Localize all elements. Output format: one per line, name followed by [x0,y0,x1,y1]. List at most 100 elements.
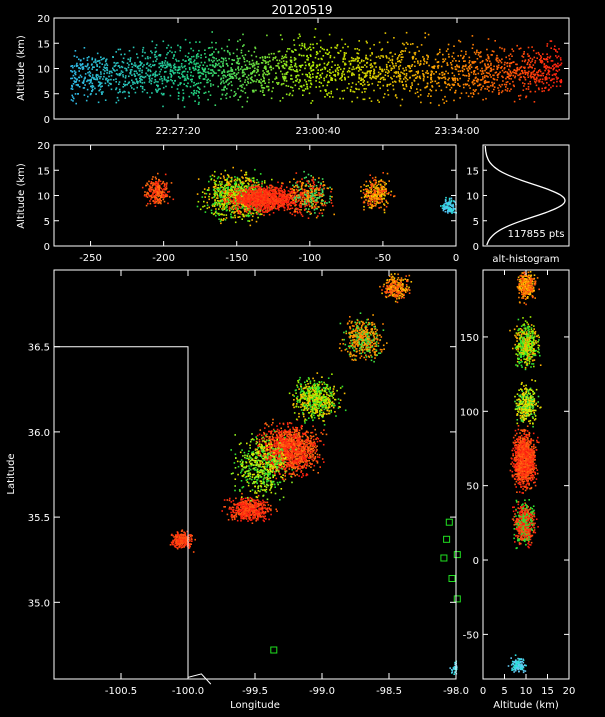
source-point [546,61,549,63]
source-point [240,203,243,206]
source-point [546,56,549,58]
source-point [244,174,246,176]
source-point [238,200,240,203]
source-point [195,92,197,94]
source-point [95,61,97,64]
source-point [250,198,252,200]
source-point [281,194,284,196]
source-point [213,72,216,74]
source-point [470,92,472,95]
source-point [509,70,512,73]
source-point [208,206,210,209]
source-point [497,66,500,69]
source-point [342,70,345,73]
source-point [537,51,540,54]
source-point [249,201,252,204]
source-point [468,61,470,64]
source-point [226,181,228,183]
source-point [378,101,380,103]
source-point [74,72,76,75]
source-point [351,68,353,71]
source-point [471,61,473,63]
source-point [167,44,170,47]
source-point [314,212,316,214]
source-point [444,95,446,98]
source-point [230,192,232,194]
source-point [301,42,303,45]
source-point [257,193,260,195]
source-point [467,80,470,82]
source-point [161,62,163,65]
source-point [472,92,475,94]
source-point [468,84,470,87]
source-point [321,195,323,197]
source-point [242,181,244,183]
source-point [505,86,507,88]
source-point [399,64,402,67]
source-point [252,196,254,198]
source-point [209,94,212,96]
source-point [259,191,262,194]
source-point [324,68,326,70]
source-point [263,76,265,79]
source-point [451,55,453,58]
source-point [269,199,272,201]
source-point [465,53,467,55]
source-point [296,184,299,186]
source-point [446,83,449,86]
source-point [257,181,260,184]
source-point [262,188,264,190]
source-point [239,206,242,209]
source-point [190,47,192,50]
source-point [299,69,301,71]
source-point [216,60,219,62]
source-point [400,71,402,74]
source-point [518,74,521,76]
source-point [239,192,241,195]
source-point [430,71,433,73]
source-point [154,73,156,76]
source-point [259,186,262,189]
source-point [238,69,240,71]
source-point [250,213,252,216]
source-point [228,192,230,195]
source-point [325,89,327,91]
source-point [531,58,534,60]
source-point [473,51,476,54]
source-point [498,92,500,94]
source-point [146,62,149,64]
source-point [447,72,449,75]
source-point [557,55,560,58]
source-point [154,196,156,198]
source-point [339,50,342,52]
source-point [115,81,117,83]
source-point [240,211,242,213]
source-point [286,203,289,206]
source-point [471,47,474,49]
source-point [156,74,159,77]
source-point [173,54,175,56]
source-point [163,194,166,197]
source-point [509,53,512,55]
source-point [214,192,217,195]
source-point [266,186,269,189]
source-point [469,63,472,66]
source-point [365,54,367,57]
source-point [73,80,75,82]
source-point [484,81,487,84]
source-point [81,81,84,84]
source-point [244,188,247,190]
source-point [526,53,529,55]
source-point [361,78,363,81]
source-point [304,79,306,81]
source-point [343,52,346,54]
source-point [290,201,292,203]
source-point [502,80,504,82]
source-point [361,91,363,94]
source-point [258,74,260,76]
source-point [363,72,365,75]
source-point [131,87,133,89]
source-point [164,60,167,62]
source-point [387,75,389,77]
source-point [162,180,165,183]
